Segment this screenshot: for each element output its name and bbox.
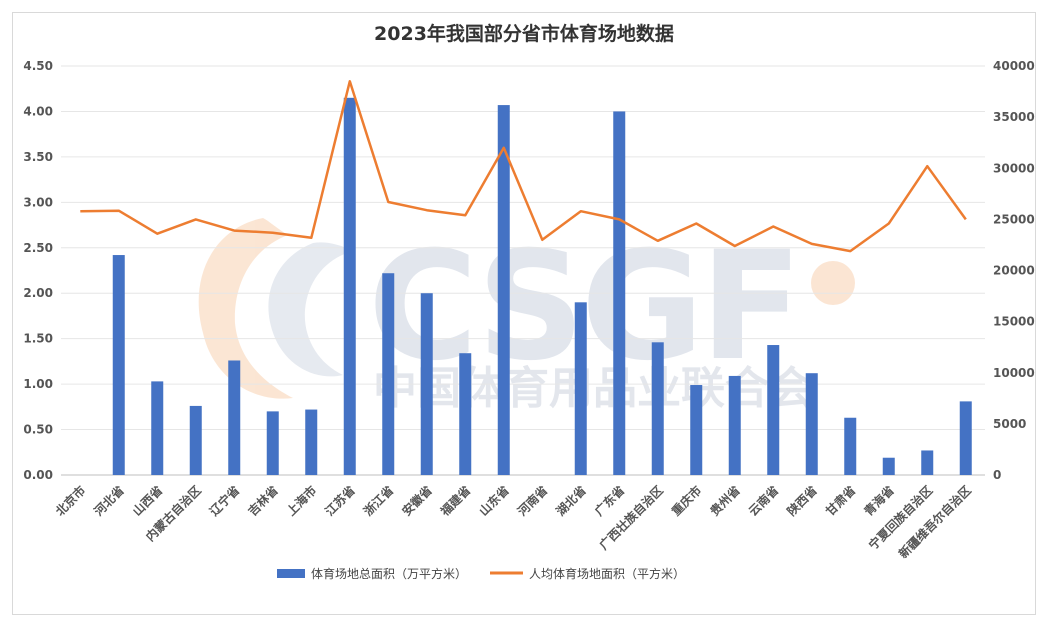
grid-lines — [61, 65, 985, 476]
chart-frame: CSGF 中国体育用品业联合会 2023年我国部分省市体育场地数据 0.00 0.… — [12, 12, 1036, 615]
category-label: 辽宁省 — [206, 483, 242, 519]
category-label: 河北省 — [90, 483, 127, 520]
line-path — [80, 80, 967, 253]
category-label: 广东省 — [591, 483, 627, 519]
right-tick-label: 35000 — [993, 110, 1035, 124]
left-tick-label: 3.00 — [23, 195, 53, 209]
right-tick-label: 40000 — [993, 59, 1035, 73]
chart-title: 2023年我国部分省市体育场地数据 — [374, 22, 674, 45]
category-label: 江苏省 — [322, 483, 358, 519]
category-label: 山西省 — [129, 483, 165, 519]
bar — [805, 373, 818, 475]
bar — [651, 342, 664, 475]
bar — [497, 105, 510, 476]
category-label: 福建省 — [437, 483, 474, 520]
left-tick-label: 1.00 — [23, 377, 53, 391]
bar — [767, 345, 780, 475]
category-label: 青海省 — [861, 483, 897, 519]
bar — [112, 255, 125, 475]
category-label: 新疆维吾尔自治区 — [895, 483, 973, 561]
bar — [921, 450, 934, 475]
bar — [959, 401, 972, 475]
bar — [613, 111, 626, 475]
bar — [459, 353, 472, 475]
category-label: 湖北省 — [553, 483, 589, 519]
legend-label-line: 人均体育场地面积（平方米） — [529, 566, 685, 581]
category-label: 重庆市 — [668, 483, 704, 519]
bar — [228, 360, 241, 475]
bar — [343, 97, 356, 476]
bar — [266, 411, 279, 475]
category-label: 山东省 — [476, 483, 512, 519]
left-tick-label: 2.50 — [23, 241, 53, 255]
left-tick-label: 2.00 — [23, 286, 53, 300]
left-tick-label: 4.50 — [23, 59, 53, 73]
chart-svg: CSGF 中国体育用品业联合会 2023年我国部分省市体育场地数据 0.000.… — [23, 22, 1035, 581]
bar — [305, 409, 318, 475]
bar — [728, 375, 741, 475]
category-label: 河南省 — [514, 483, 551, 520]
category-label: 上海市 — [283, 483, 319, 519]
category-label: 陕西省 — [784, 483, 820, 519]
category-label: 浙江省 — [360, 483, 396, 519]
legend: 体育场地总面积（万平方米） 人均体育场地面积（平方米） — [277, 566, 685, 581]
bar — [882, 457, 895, 475]
right-tick-label: 30000 — [993, 161, 1035, 175]
category-label: 贵州省 — [707, 483, 743, 519]
bar-series — [112, 97, 972, 476]
watermark-swirl-grey — [268, 242, 353, 377]
bar — [690, 385, 703, 475]
bar — [844, 417, 857, 475]
line-series — [80, 80, 967, 253]
left-axis-ticks: 0.00 0.50 1.00 1.50 2.00 2.50 3.00 3.50 4.00 4.50 — [23, 59, 53, 482]
watermark-org-text: 中国体育用品业联合会 — [373, 363, 813, 414]
left-tick-label: 4.00 — [23, 104, 53, 118]
bar — [151, 381, 164, 475]
right-tick-label: 25000 — [993, 212, 1035, 226]
right-tick-label: 20000 — [993, 264, 1035, 278]
left-tick-label: 1.50 — [23, 332, 53, 346]
legend-label-bar: 体育场地总面积（万平方米） — [311, 566, 467, 581]
category-label: 安徽省 — [399, 483, 435, 519]
right-tick-label: 15000 — [993, 315, 1035, 329]
right-axis-ticks: 0 5000 10000 15000 20000 25000 30000 35000 40000 — [993, 59, 1035, 482]
category-labels: 北京市 河北省 山西省内蒙古自治区 辽宁省 吉林省 上海市 江苏省 浙江省 安徽省 福建省 山东省河… — [52, 483, 974, 561]
category-label: 云南省 — [745, 483, 781, 519]
bar — [189, 405, 202, 475]
left-tick-label: 3.50 — [23, 150, 53, 164]
left-tick-label: 0.00 — [23, 468, 53, 482]
bar — [382, 273, 395, 475]
watermark-dot — [811, 261, 855, 305]
watermark-swirl-orange — [198, 218, 293, 399]
left-tick-label: 0.50 — [23, 423, 53, 437]
right-tick-label: 10000 — [993, 366, 1035, 380]
right-tick-label: 0 — [993, 468, 1001, 482]
bar — [574, 302, 587, 475]
bar — [420, 293, 433, 475]
right-tick-label: 5000 — [993, 417, 1026, 431]
category-label: 北京市 — [52, 483, 88, 519]
legend-swatch-bar — [277, 569, 305, 578]
category-label: 甘肃省 — [822, 483, 858, 519]
category-label: 吉林省 — [245, 483, 281, 519]
